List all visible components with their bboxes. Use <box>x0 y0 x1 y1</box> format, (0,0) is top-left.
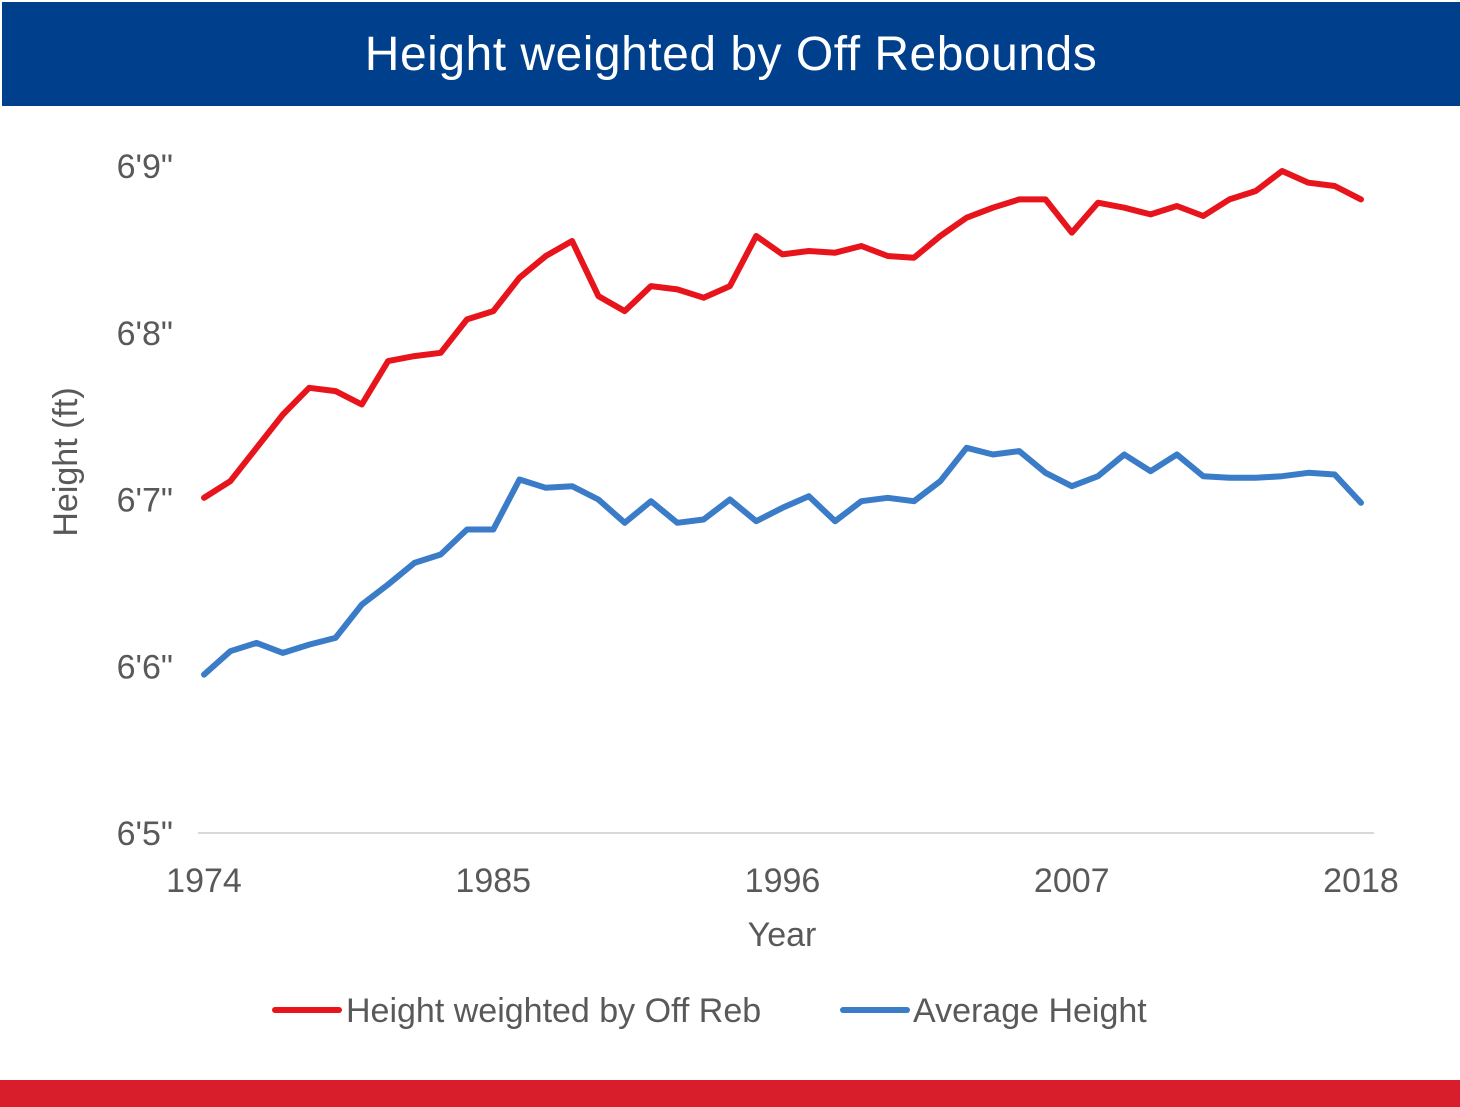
y-tick-label: 6'5" <box>117 815 173 853</box>
line-chart: 6'5" 6'6" 6'7" 6'8" 6'9" 1974 1985 1996 2007 201… <box>47 148 1399 1030</box>
x-tick-label: 2018 <box>1323 862 1399 900</box>
x-axis-title: Year <box>748 916 817 954</box>
legend-item-average-height[interactable]: Average Height <box>840 992 1147 1030</box>
footer-accent-bar <box>0 1080 1460 1107</box>
x-tick-label: 2007 <box>1034 862 1110 900</box>
y-axis-title: Height (ft) <box>47 387 85 536</box>
x-tick-label: 1985 <box>455 862 531 900</box>
legend-label: Height weighted by Off Reb <box>346 992 761 1030</box>
y-tick-label: 6'8" <box>117 315 173 353</box>
y-tick-label: 6'7" <box>117 482 173 520</box>
y-axis-ticks: 6'5" 6'6" 6'7" 6'8" 6'9" <box>117 148 173 853</box>
chart-header-banner: Height weighted by Off Rebounds <box>2 2 1460 106</box>
legend[interactable]: Height weighted by Off Reb Average Height <box>272 992 1147 1030</box>
series-line-height-weighted-off-reb <box>201 168 1364 501</box>
series-line-average-height <box>201 444 1364 678</box>
chart-title: Height weighted by Off Rebounds <box>364 27 1098 81</box>
legend-label: Average Height <box>913 992 1147 1030</box>
x-tick-label: 1996 <box>745 862 821 900</box>
x-tick-label: 1974 <box>166 862 242 900</box>
y-tick-label: 6'6" <box>117 648 173 686</box>
x-axis-ticks: 1974 1985 1996 2007 2018 <box>166 862 1399 900</box>
y-tick-label: 6'9" <box>117 148 173 186</box>
series-layer <box>201 168 1364 678</box>
legend-item-height-weighted-off-reb[interactable]: Height weighted by Off Reb <box>272 992 761 1030</box>
